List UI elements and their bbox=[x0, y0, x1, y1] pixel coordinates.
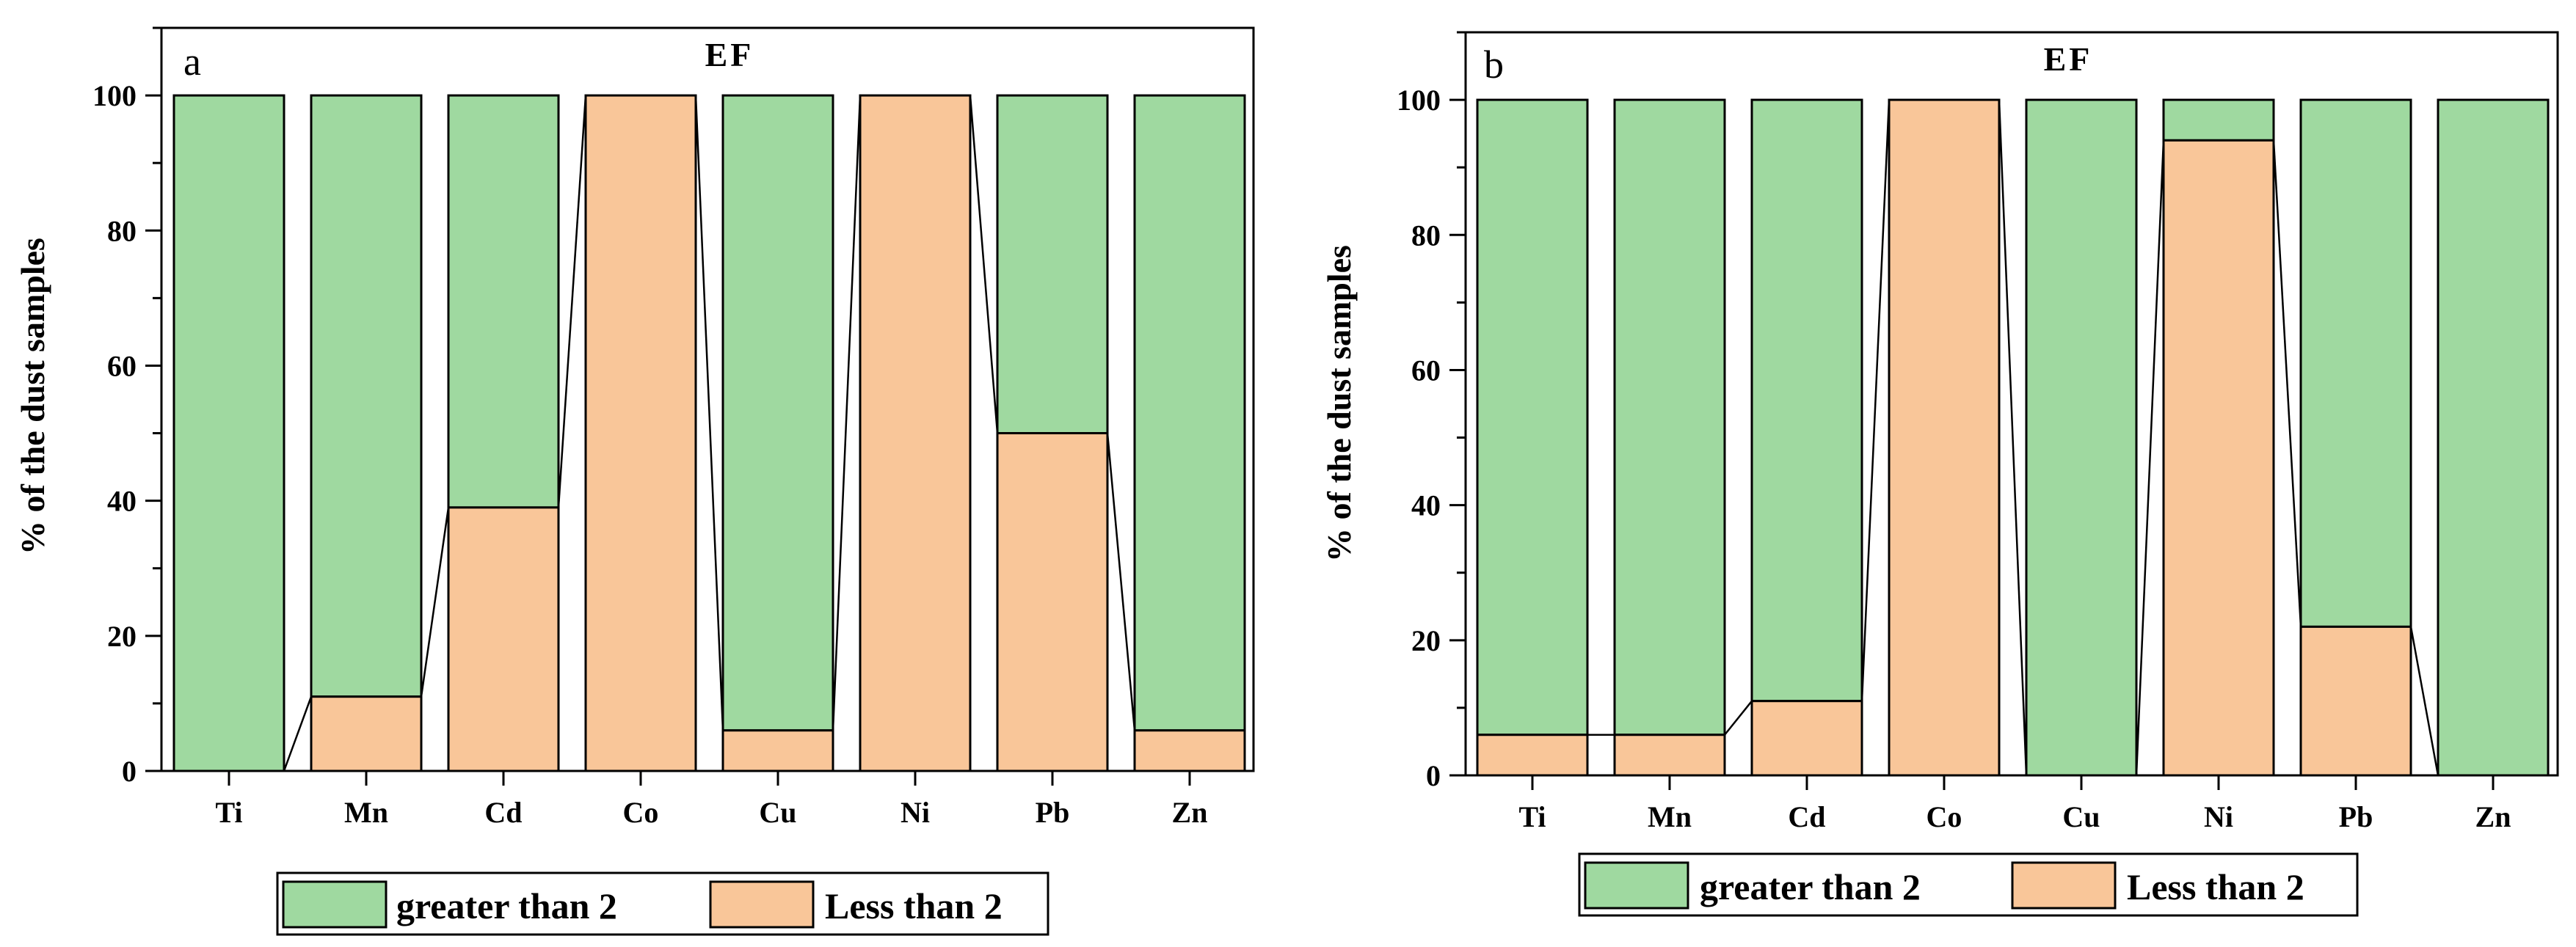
connector-b-3 bbox=[1998, 100, 2028, 776]
bar-greater-a-ti bbox=[172, 94, 285, 772]
y-tick-label-a-40: 40 bbox=[107, 485, 137, 518]
connector-a-1 bbox=[420, 507, 450, 697]
connector-a-6 bbox=[1106, 433, 1136, 731]
bar-less-b-cd bbox=[1750, 700, 1863, 777]
bar-greater-b-pb bbox=[2299, 98, 2412, 628]
bar-greater-a-cd bbox=[447, 94, 560, 509]
legend-label-greater-a: greater than 2 bbox=[396, 885, 617, 926]
bar-greater-b-cd bbox=[1750, 98, 1863, 703]
y-tick-label-b-80: 80 bbox=[1411, 219, 1441, 252]
x-tick-label-a-cd: Cd bbox=[484, 796, 522, 829]
y-tick-label-a-100: 100 bbox=[92, 79, 137, 112]
bar-greater-a-pb bbox=[996, 94, 1109, 435]
x-tick-label-a-ni: Ni bbox=[900, 796, 930, 829]
connector-b-2 bbox=[1860, 100, 1891, 701]
bar-greater-a-cu bbox=[721, 94, 834, 732]
legend-swatch-less-b bbox=[2011, 861, 2117, 910]
y-tick-label-b-40: 40 bbox=[1411, 489, 1441, 522]
connector-a-5 bbox=[969, 95, 999, 434]
bar-greater-a-zn bbox=[1133, 94, 1246, 732]
bar-greater-b-ti bbox=[1476, 98, 1589, 736]
panel-a: 0 20 40 60 80 100 Ti Mn Cd Co Cu Ni Pb Zn a EF % of … bbox=[14, 26, 1255, 936]
y-axis-b: 0 20 40 60 80 100 bbox=[1397, 31, 1466, 792]
x-tick-label-b-pb: Pb bbox=[2339, 800, 2373, 833]
panel-label-a: a bbox=[183, 40, 201, 84]
bars-b bbox=[1476, 98, 2550, 777]
legend-swatch-greater-b bbox=[1584, 861, 1689, 910]
x-axis-a: Ti Mn Cd Co Cu Ni Pb Zn bbox=[215, 771, 1207, 829]
connector-b-6 bbox=[2409, 626, 2439, 776]
plot-frame-b bbox=[1464, 31, 2559, 777]
bar-greater-b-ni bbox=[2162, 98, 2275, 142]
connector-a-3 bbox=[694, 95, 724, 731]
legend-a: greater than 2 Less than 2 bbox=[276, 871, 1049, 936]
bar-less-a-mn bbox=[310, 695, 423, 772]
x-tick-label-b-cd: Cd bbox=[1788, 800, 1825, 833]
chart-title-b: EF bbox=[2044, 40, 2093, 78]
y-tick-label-b-20: 20 bbox=[1411, 624, 1441, 657]
x-tick-label-b-mn: Mn bbox=[1648, 800, 1692, 833]
legend-swatch-greater-a bbox=[282, 880, 388, 929]
bar-less-b-ni bbox=[2162, 139, 2275, 777]
bar-greater-b-cu bbox=[2025, 98, 2138, 777]
x-tick-label-b-zn: Zn bbox=[2475, 800, 2511, 833]
legend-frame-b bbox=[1578, 852, 2359, 917]
connector-b-4 bbox=[2135, 140, 2165, 776]
x-tick-label-a-cu: Cu bbox=[759, 796, 796, 829]
x-tick-label-a-mn: Mn bbox=[344, 796, 388, 829]
bar-less-b-pb bbox=[2299, 625, 2412, 777]
y-tick-label-a-60: 60 bbox=[107, 349, 137, 382]
bar-less-a-pb bbox=[996, 432, 1109, 772]
y-tick-label-b-60: 60 bbox=[1411, 354, 1441, 387]
legend-swatch-less-a bbox=[709, 880, 815, 929]
y-tick-label-a-80: 80 bbox=[107, 214, 137, 247]
x-axis-b: Ti Mn Cd Co Cu Ni Pb Zn bbox=[1518, 775, 2511, 833]
bar-greater-b-zn bbox=[2437, 98, 2550, 777]
y-tick-label-a-0: 0 bbox=[122, 755, 137, 788]
bar-less-a-zn bbox=[1133, 729, 1246, 772]
panel-label-b: b bbox=[1484, 43, 1504, 87]
x-tick-label-b-ti: Ti bbox=[1518, 800, 1546, 833]
x-tick-label-a-co: Co bbox=[623, 796, 659, 829]
y-axis-label-a: % of the dust samples bbox=[14, 238, 51, 555]
x-tick-label-a-zn: Zn bbox=[1172, 796, 1208, 829]
legend-label-less-b: Less than 2 bbox=[2127, 866, 2304, 907]
connector-a-4 bbox=[832, 95, 862, 731]
bar-greater-b-mn bbox=[1613, 98, 1726, 736]
bar-less-b-mn bbox=[1613, 734, 1726, 777]
bar-less-a-cu bbox=[721, 729, 834, 772]
bar-less-b-co bbox=[1888, 98, 2001, 777]
legend-b: greater than 2 Less than 2 bbox=[1578, 852, 2359, 917]
panel-b: 0 20 40 60 80 100 Ti Mn Cd Co Cu Ni Pb Zn b EF % of … bbox=[1320, 31, 2559, 917]
bar-less-a-co bbox=[584, 94, 697, 772]
legend-label-less-a: Less than 2 bbox=[825, 885, 1003, 926]
bar-greater-a-mn bbox=[310, 94, 423, 698]
y-tick-label-b-0: 0 bbox=[1426, 759, 1441, 792]
chart-title-a: EF bbox=[705, 36, 754, 73]
x-tick-label-a-pb: Pb bbox=[1036, 796, 1070, 829]
legend-frame-a bbox=[276, 871, 1049, 936]
bar-less-a-cd bbox=[447, 506, 560, 772]
bar-less-b-ti bbox=[1476, 734, 1589, 777]
x-tick-label-b-cu: Cu bbox=[2062, 800, 2100, 833]
connector-b-1 bbox=[1724, 700, 1753, 736]
connector-b-5 bbox=[2272, 140, 2302, 627]
x-tick-label-a-ti: Ti bbox=[215, 796, 242, 829]
x-tick-label-b-co: Co bbox=[1926, 800, 1962, 833]
y-axis-a: 0 20 40 60 80 100 bbox=[92, 26, 161, 788]
connector-a-2 bbox=[557, 95, 587, 508]
plot-frame-a bbox=[160, 26, 1255, 772]
legend-label-greater-b: greater than 2 bbox=[1700, 866, 1921, 907]
y-tick-label-a-20: 20 bbox=[107, 620, 137, 653]
y-axis-label-b: % of the dust samples bbox=[1320, 245, 1358, 562]
x-tick-label-b-ni: Ni bbox=[2204, 800, 2233, 833]
bars-a bbox=[172, 94, 1246, 772]
bar-less-a-ni bbox=[859, 94, 972, 772]
connector-a-0 bbox=[283, 696, 313, 772]
y-tick-label-b-100: 100 bbox=[1397, 84, 1441, 117]
